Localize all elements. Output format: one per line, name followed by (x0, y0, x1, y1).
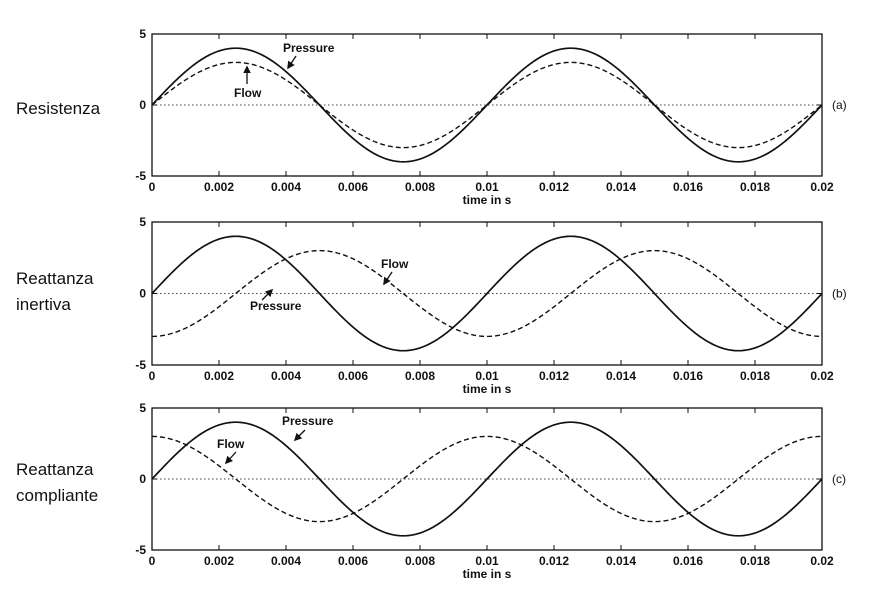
x-tick-label: 0.016 (673, 369, 703, 383)
side-label-line: Reattanza (16, 269, 94, 288)
x-axis-label: time in s (463, 382, 512, 396)
series-line-pressure (151, 47, 823, 163)
side-label-reattanza-inertiva: Reattanza inertiva (16, 266, 94, 318)
annotation-arrow (383, 271, 393, 286)
annotation-label: Flow (217, 437, 245, 451)
x-tick-label: 0.01 (475, 554, 499, 568)
x-tick-label: 0.02 (810, 554, 834, 568)
x-tick-label: 0.006 (338, 369, 368, 383)
side-label-reattanza-compliante: Reattanza compliante (16, 457, 98, 509)
x-tick-label: 0.018 (740, 369, 770, 383)
x-tick-label: 0 (149, 554, 156, 568)
x-tick-label: 0.008 (405, 554, 435, 568)
y-tick-label: 5 (139, 215, 146, 229)
x-tick-label: 0.012 (539, 180, 569, 194)
y-tick-label: 0 (139, 287, 146, 301)
x-tick-label: 0 (149, 180, 156, 194)
x-tick-label: 0.014 (606, 369, 636, 383)
x-tick-label: 0.008 (405, 180, 435, 194)
side-label-resistenza: Resistenza (16, 96, 100, 122)
y-tick-label: 5 (139, 27, 146, 41)
annotation-label: Pressure (282, 414, 334, 428)
annotation-arrow (261, 288, 274, 301)
x-tick-label: 0.004 (271, 180, 301, 194)
x-axis-label: time in s (463, 567, 512, 581)
x-tick-label: 0.016 (673, 180, 703, 194)
x-tick-label: 0.002 (204, 554, 234, 568)
side-label-line: inertiva (16, 295, 71, 314)
y-tick-label: -5 (135, 358, 146, 372)
series-line-flow (151, 61, 823, 149)
x-tick-label: 0.004 (271, 554, 301, 568)
panel-label: (a) (832, 98, 847, 112)
annotation-arrow (293, 429, 306, 442)
y-tick-label: -5 (135, 169, 146, 183)
x-tick-label: 0.018 (740, 554, 770, 568)
x-tick-label: 0.014 (606, 180, 636, 194)
x-axis-label: time in s (463, 193, 512, 207)
x-tick-label: 0.004 (271, 369, 301, 383)
x-tick-label: 0.002 (204, 369, 234, 383)
x-tick-label: 0.006 (338, 180, 368, 194)
x-tick-label: 0.01 (475, 369, 499, 383)
x-tick-label: 0.02 (810, 369, 834, 383)
annotation-label: Pressure (283, 41, 335, 55)
x-tick-label: 0.01 (475, 180, 499, 194)
series-line-flow (151, 435, 823, 523)
annotation-arrow (224, 451, 237, 465)
side-label-line: Reattanza (16, 460, 94, 479)
x-tick-label: 0.018 (740, 180, 770, 194)
y-tick-label: 0 (139, 98, 146, 112)
annotation-label: Flow (381, 257, 409, 271)
x-tick-label: 0.016 (673, 554, 703, 568)
x-tick-label: 0.012 (539, 369, 569, 383)
series-line-flow (151, 249, 823, 338)
x-tick-label: 0.008 (405, 369, 435, 383)
side-label-line: Resistenza (16, 99, 101, 118)
y-tick-label: 5 (139, 401, 146, 415)
annotation-arrow (287, 55, 297, 70)
series-line-pressure (151, 235, 823, 352)
annotation-label: Pressure (250, 299, 302, 313)
x-tick-label: 0.012 (539, 554, 569, 568)
annotation-label: Flow (234, 86, 262, 100)
side-label-line: compliante (16, 486, 99, 505)
x-tick-label: 0.014 (606, 554, 636, 568)
panel-label: (b) (832, 287, 847, 301)
x-tick-label: 0.002 (204, 180, 234, 194)
x-tick-label: 0.02 (810, 180, 834, 194)
x-tick-label: 0.006 (338, 554, 368, 568)
y-tick-label: -5 (135, 543, 146, 557)
y-tick-label: 0 (139, 472, 146, 486)
panel-label: (c) (832, 472, 846, 486)
series-line-pressure (151, 421, 823, 537)
x-tick-label: 0 (149, 369, 156, 383)
